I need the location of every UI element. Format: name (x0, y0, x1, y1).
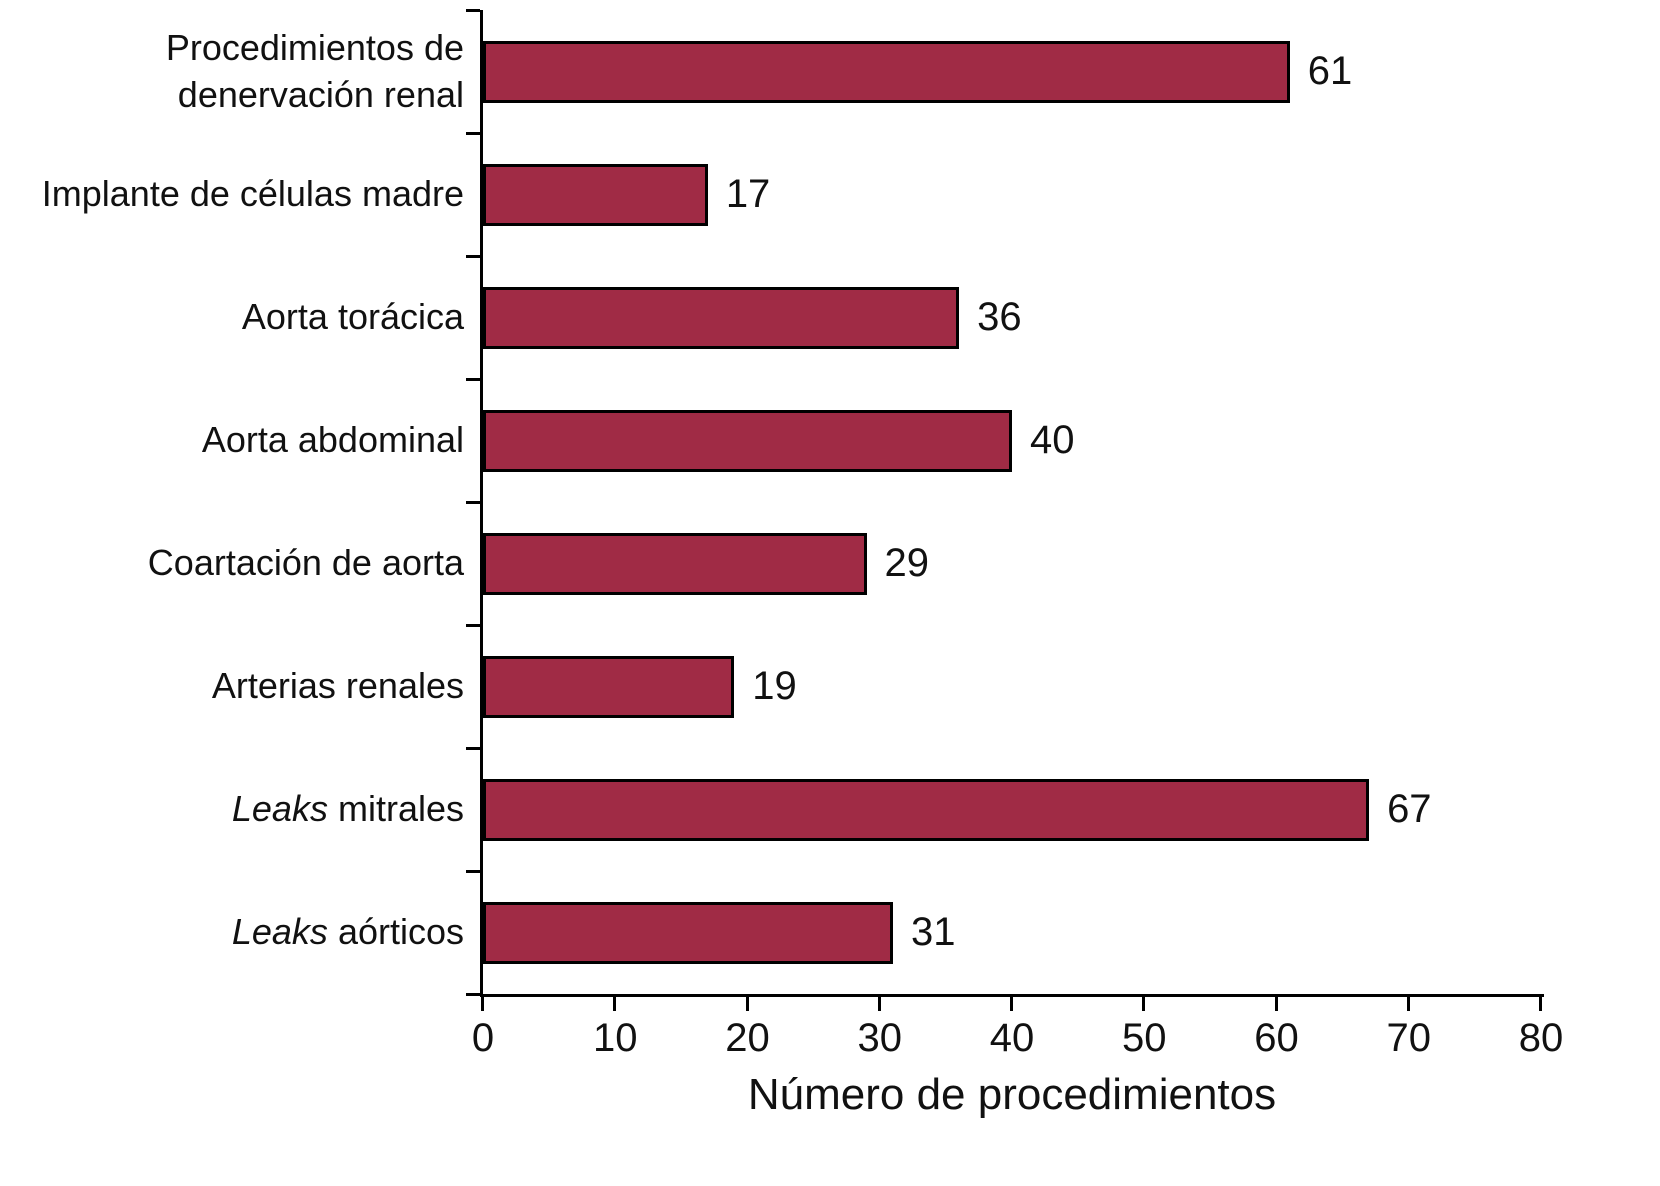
x-axis-tick (1010, 997, 1013, 1011)
x-axis-tick (1406, 997, 1410, 1011)
x-axis-tick-label: 70 (1386, 1016, 1432, 1060)
category-label: Leaks aórticos (0, 871, 464, 994)
x-axis-tick (481, 997, 484, 1011)
y-axis-tick (466, 255, 480, 258)
bar (483, 163, 708, 226)
category-label-segment: Coartación de aorta (147, 542, 464, 584)
category-label: Aorta torácica (0, 256, 464, 379)
category-label-segment: mitrales (327, 788, 464, 830)
bar (483, 778, 1370, 841)
category-label-segment: Aorta torácica (241, 296, 464, 338)
category-label: Coartación de aorta (0, 502, 464, 625)
value-label: 31 (910, 910, 956, 954)
category-label-segment: Implante de células madre (41, 173, 464, 215)
x-axis-tick-label: 40 (989, 1016, 1035, 1060)
category-label-text: Coartación de aorta (148, 540, 464, 586)
y-axis-tick (466, 132, 480, 135)
x-axis-tick (1274, 997, 1278, 1011)
category-label-italic-segment: Leaks (231, 911, 328, 953)
value-label: 17 (725, 172, 771, 216)
bar (483, 409, 1012, 472)
value-label: 19 (752, 664, 797, 708)
value-label: 67 (1387, 787, 1432, 831)
category-label-text: Procedimientos de denervación renal (0, 25, 464, 117)
x-axis-tick-label: 20 (725, 1016, 770, 1060)
x-axis-tick-label: 0 (471, 1016, 495, 1060)
value-label: 29 (884, 541, 930, 585)
y-axis-tick (466, 378, 480, 381)
y-axis-tick (466, 9, 480, 12)
category-label-segment: Arterias renales (211, 665, 464, 707)
category-label-text: Implante de células madre (42, 171, 464, 217)
y-axis-tick (466, 747, 480, 750)
x-axis-title: Número de procedimientos (747, 1070, 1277, 1119)
category-label-text: Leaks mitrales (232, 786, 464, 832)
x-axis-tick-label: 60 (1254, 1016, 1299, 1060)
y-axis-tick (466, 624, 480, 627)
category-label-text: Aorta torácica (242, 294, 464, 340)
category-label-text: Leaks aórticos (232, 909, 464, 955)
category-label: Leaks mitrales (0, 748, 464, 871)
y-axis-tick (466, 993, 480, 996)
x-axis-tick (1142, 997, 1146, 1011)
x-axis-line (480, 994, 1544, 997)
bar (483, 901, 893, 964)
x-axis-tick (745, 997, 749, 1011)
category-label-text: Aorta abdominal (202, 417, 464, 463)
y-axis-tick (466, 870, 480, 873)
x-axis-tick (613, 997, 617, 1011)
category-label: Implante de células madre (0, 133, 464, 256)
y-axis-tick (466, 501, 480, 504)
value-label: 61 (1307, 49, 1353, 93)
bar (483, 40, 1290, 103)
category-label-text: Arterias renales (212, 663, 464, 709)
bar (483, 286, 960, 349)
category-label-segment: Procedimientos de denervación renal (165, 27, 464, 115)
value-label: 36 (977, 295, 1022, 339)
x-axis-tick (877, 997, 881, 1011)
category-label-segment: Aorta abdominal (201, 419, 464, 461)
category-label: Aorta abdominal (0, 379, 464, 502)
category-label-italic-segment: Leaks (231, 788, 328, 830)
category-label: Arterias renales (0, 625, 464, 748)
category-label-segment: aórticos (327, 911, 464, 953)
value-label: 40 (1030, 418, 1075, 462)
bar (483, 532, 867, 595)
x-axis-tick-label: 10 (593, 1016, 638, 1060)
category-label: Procedimientos de denervación renal (0, 10, 464, 133)
x-axis-tick-label: 80 (1518, 1016, 1564, 1060)
x-axis-tick (1539, 997, 1542, 1011)
x-axis-tick-label: 30 (857, 1016, 903, 1060)
x-axis-tick-label: 50 (1122, 1016, 1167, 1060)
bar (483, 655, 735, 718)
y-axis-line (480, 10, 483, 997)
